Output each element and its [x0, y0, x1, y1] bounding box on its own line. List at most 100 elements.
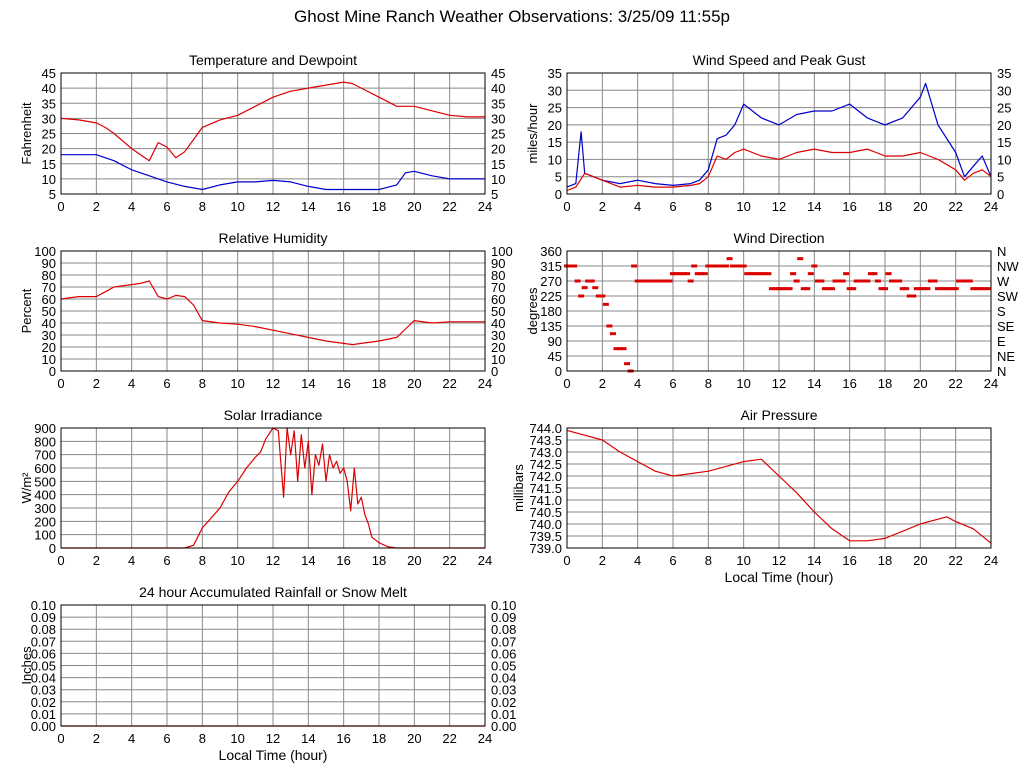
- data-point: [860, 279, 867, 283]
- y-tick-label: 739.5: [529, 529, 562, 544]
- y-tick-label: 15: [42, 157, 56, 172]
- x-tick-label: 18: [878, 199, 892, 214]
- x-axis-label: Local Time (hour): [725, 569, 834, 585]
- x-tick-label: 6: [669, 553, 676, 568]
- data-point: [935, 287, 941, 291]
- data-point: [790, 272, 797, 276]
- data-point: [609, 332, 616, 336]
- x-tick-label: 14: [301, 376, 315, 391]
- data-point: [666, 279, 673, 283]
- y-tick-label: 20: [42, 142, 56, 157]
- y-tick-label: 0.06: [31, 646, 56, 661]
- x-tick-label: 6: [669, 199, 676, 214]
- data-point: [592, 286, 599, 290]
- x-tick-label: 2: [599, 199, 606, 214]
- x-tick-label: 20: [407, 731, 421, 746]
- data-point: [970, 287, 977, 291]
- y-tick-label: 0.00: [31, 719, 56, 734]
- y-tick-label: 0.07: [31, 634, 56, 649]
- data-point: [585, 279, 592, 283]
- x-tick-label: 0: [563, 376, 570, 391]
- x-tick-label: 24: [984, 199, 998, 214]
- x-tick-label: 22: [948, 376, 962, 391]
- right-tick-label: 30: [491, 328, 505, 343]
- x-tick-label: 18: [372, 199, 386, 214]
- y-tick-label: 50: [42, 304, 56, 319]
- right-tick-label: 70: [491, 280, 505, 295]
- data-point: [783, 287, 790, 291]
- x-tick-label: 10: [736, 376, 750, 391]
- right-tick-label: 15: [491, 157, 505, 172]
- y-axis-label: miles/hour: [525, 103, 540, 164]
- x-tick-label: 14: [301, 553, 315, 568]
- x-tick-label: 24: [984, 376, 998, 391]
- x-tick-label: 0: [57, 376, 64, 391]
- y-tick-label: 500: [34, 474, 56, 489]
- data-point: [631, 264, 638, 268]
- chart-title: Air Pressure: [740, 407, 817, 423]
- y-tick-label: 744.0: [529, 421, 562, 436]
- x-tick-label: 16: [336, 199, 350, 214]
- y-tick-label: 0.02: [31, 695, 56, 710]
- right-tick-label: 0.09: [491, 610, 516, 625]
- data-point: [800, 287, 807, 291]
- x-tick-label: 10: [736, 199, 750, 214]
- y-tick-label: 30: [42, 111, 56, 126]
- data-point: [754, 272, 761, 276]
- plot-frame: [60, 427, 486, 549]
- data-point: [980, 287, 987, 291]
- chart-title: Temperature and Dewpoint: [189, 52, 357, 68]
- right-tick-label: S: [997, 304, 1006, 319]
- x-tick-label: 10: [230, 199, 244, 214]
- y-tick-label: 70: [42, 280, 56, 295]
- right-tick-label: 45: [491, 66, 505, 81]
- data-point: [613, 347, 620, 351]
- right-tick-label: 100: [491, 244, 513, 259]
- data-point: [857, 279, 864, 283]
- data-point: [878, 287, 885, 291]
- y-tick-label: 180: [540, 304, 562, 319]
- data-point: [617, 347, 623, 351]
- data-point: [648, 279, 655, 283]
- right-tick-label: 40: [491, 81, 505, 96]
- x-tick-label: 8: [199, 199, 206, 214]
- y-tick-label: 35: [548, 66, 562, 81]
- data-point: [832, 279, 839, 283]
- x-tick-label: 4: [634, 199, 641, 214]
- data-point: [571, 264, 578, 268]
- y-axis-label: degrees: [525, 287, 540, 334]
- data-point: [606, 324, 613, 328]
- data-point: [892, 279, 899, 283]
- data-point: [691, 264, 698, 268]
- x-tick-label: 22: [442, 553, 456, 568]
- data-point: [952, 287, 959, 291]
- y-tick-label: 0.01: [31, 707, 56, 722]
- y-tick-label: 100: [34, 244, 56, 259]
- y-tick-label: 90: [548, 334, 562, 349]
- y-tick-label: 742.0: [529, 469, 562, 484]
- data-point: [765, 272, 772, 276]
- data-point: [899, 287, 906, 291]
- x-tick-label: 20: [407, 199, 421, 214]
- data-point: [913, 287, 920, 291]
- y-tick-label: 315: [540, 259, 562, 274]
- data-point: [567, 264, 574, 268]
- data-point: [924, 287, 931, 291]
- x-tick-label: 2: [93, 553, 100, 568]
- y-tick-label: 60: [42, 292, 56, 307]
- chart-title: Solar Irradiance: [224, 407, 323, 423]
- data-point: [920, 287, 927, 291]
- right-tick-label: 10: [997, 152, 1011, 167]
- right-tick-label: 30: [491, 111, 505, 126]
- data-point: [867, 272, 874, 276]
- y-tick-label: 400: [34, 488, 56, 503]
- x-tick-label: 6: [163, 376, 170, 391]
- y-tick-label: 600: [34, 461, 56, 476]
- x-tick-label: 14: [807, 199, 821, 214]
- x-tick-label: 6: [669, 376, 676, 391]
- chart-title: Relative Humidity: [219, 230, 328, 246]
